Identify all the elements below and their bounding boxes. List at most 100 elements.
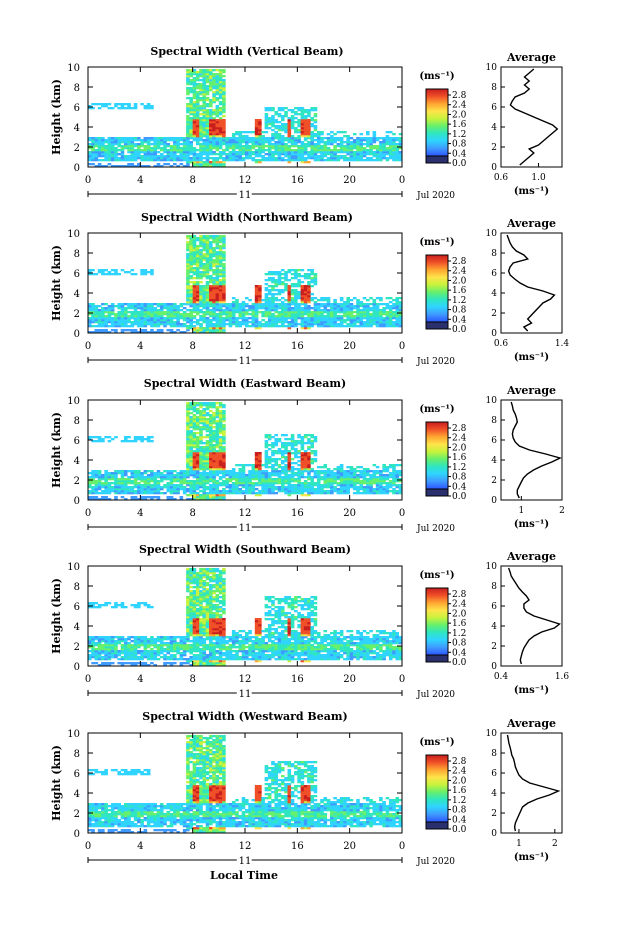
heatmap-cell: [166, 498, 171, 501]
heatmap-cell: [369, 303, 373, 306]
heatmap-cell: [346, 315, 350, 318]
heatmap-cell: [189, 295, 193, 298]
heatmap-cell: [205, 440, 210, 443]
heatmap-cell: [372, 145, 377, 148]
heatmap-cell: [385, 153, 390, 156]
heatmap-cell: [284, 305, 288, 308]
heatmap-cell: [153, 488, 157, 491]
heatmap-cell: [114, 317, 118, 320]
heatmap-cell: [300, 488, 305, 491]
heatmap-cell: [212, 494, 216, 497]
heatmap-cell: [343, 305, 347, 308]
heatmap-cell: [248, 149, 252, 152]
profile-x-tick-label: 0.6: [494, 173, 509, 183]
y-tick-label: 8: [74, 249, 80, 260]
heatmap-cell: [101, 492, 105, 495]
heatmap-cell: [294, 159, 298, 162]
heatmap-cell: [202, 315, 207, 318]
heatmap-cell: [235, 305, 239, 308]
heatmap-cell: [114, 151, 118, 154]
heatmap-cell: [186, 163, 190, 166]
heatmap-cell: [231, 151, 236, 154]
heatmap-cell: [215, 119, 220, 122]
heatmap-cell: [251, 323, 256, 326]
heatmap-cell: [287, 139, 292, 142]
heatmap-cell: [352, 139, 357, 142]
heatmap-cell: [205, 291, 210, 294]
heatmap-cell: [398, 159, 403, 162]
heatmap-cell: [218, 291, 223, 294]
y-tick-label: 2: [74, 309, 80, 320]
heatmap-cell: [300, 476, 305, 479]
heatmap-cell: [398, 143, 403, 146]
heatmap-cell: [294, 440, 298, 443]
heatmap-cell: [153, 484, 157, 487]
heatmap-cell: [290, 313, 295, 316]
heatmap-cell: [225, 159, 229, 162]
heatmap-cell: [218, 285, 223, 288]
heatmap-cell: [120, 305, 125, 308]
heatmap-cell: [107, 271, 112, 274]
heatmap-cell: [192, 422, 197, 425]
heatmap-cell: [258, 159, 262, 162]
heatmap-cell: [339, 307, 344, 310]
heatmap-cell: [127, 103, 131, 106]
heatmap-cell: [330, 149, 334, 152]
heatmap-cell: [186, 97, 190, 100]
heatmap-cell: [199, 325, 203, 328]
heatmap-cell: [101, 331, 105, 334]
heatmap-cell: [159, 155, 164, 158]
heatmap-cell: [91, 137, 95, 140]
heatmap-cell: [166, 311, 171, 314]
heatmap-cell: [297, 486, 301, 489]
heatmap-cell: [310, 311, 314, 314]
heatmap-cell: [235, 474, 239, 477]
heatmap-cell: [212, 454, 216, 457]
heatmap-cell: [339, 315, 344, 318]
heatmap-cell: [218, 111, 223, 114]
heatmap-cell: [290, 325, 295, 328]
heatmap-cell: [186, 105, 190, 108]
heatmap-cell: [179, 486, 184, 489]
heatmap-cell: [395, 319, 400, 322]
heatmap-cell: [297, 139, 301, 142]
heatmap-cell: [176, 149, 180, 152]
heatmap-cell: [274, 474, 279, 477]
heatmap-cell: [284, 139, 288, 142]
heatmap-cell: [231, 488, 236, 491]
heatmap-cell: [212, 251, 216, 254]
heatmap-cell: [186, 482, 190, 485]
heatmap-cell: [195, 466, 200, 469]
heatmap-cell: [251, 159, 256, 162]
heatmap-cell: [104, 470, 108, 473]
heatmap-cell: [349, 147, 354, 150]
heatmap-cell: [153, 478, 157, 481]
heatmap-cell: [209, 267, 213, 270]
heatmap-cell: [398, 139, 403, 142]
heatmap-cell: [261, 470, 265, 473]
heatmap-cell: [215, 247, 220, 250]
colorbar-tick-label: 2.4: [452, 101, 467, 111]
heatmap-cell: [251, 464, 256, 467]
heatmap-cell: [264, 486, 269, 489]
heatmap-cell: [215, 239, 220, 242]
heatmap-cell: [310, 269, 314, 272]
heatmap-cell: [231, 159, 236, 162]
heatmap-cell: [156, 498, 161, 501]
heatmap-cell: [277, 137, 282, 140]
heatmap-cell: [267, 297, 272, 300]
heatmap-cell: [362, 151, 367, 154]
heatmap-cell: [310, 323, 314, 326]
heatmap-cell: [274, 309, 279, 312]
heatmap-cell: [294, 143, 298, 146]
heatmap-cell: [189, 321, 193, 324]
heatmap-cell: [375, 151, 380, 154]
heatmap-cell: [222, 295, 226, 298]
heatmap-cell: [290, 468, 295, 471]
heatmap-cell: [258, 293, 262, 296]
heatmap-cell: [205, 297, 210, 300]
heatmap-cell: [192, 165, 197, 168]
heatmap-cell: [186, 249, 190, 252]
heatmap-cell: [110, 482, 115, 485]
heatmap-cell: [140, 436, 144, 439]
